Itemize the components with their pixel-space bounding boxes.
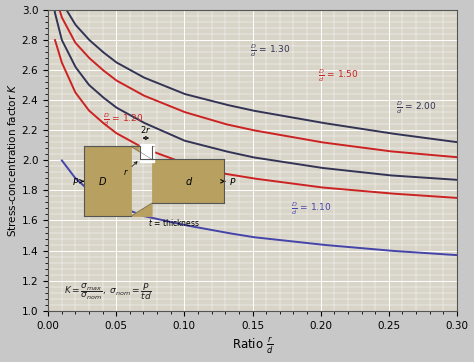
Text: $K = \dfrac{\sigma_{max}}{\sigma_{nom}},\ \sigma_{nom} = \dfrac{P}{td}$: $K = \dfrac{\sigma_{max}}{\sigma_{nom}},…: [64, 281, 152, 302]
Text: $\frac{D}{d}$ = 1.10: $\frac{D}{d}$ = 1.10: [291, 200, 331, 217]
Text: $\frac{D}{d}$ = 1.50: $\frac{D}{d}$ = 1.50: [318, 68, 359, 84]
Text: $\frac{D}{d}$ = 2.00: $\frac{D}{d}$ = 2.00: [396, 99, 436, 116]
Text: $\frac{D}{d}$ = 1.30: $\frac{D}{d}$ = 1.30: [250, 42, 291, 59]
Text: $\frac{D}{d}$ = 1.20: $\frac{D}{d}$ = 1.20: [102, 111, 143, 128]
Y-axis label: Stress-concentration factor $K$: Stress-concentration factor $K$: [6, 83, 18, 237]
X-axis label: Ratio $\frac{r}{d}$: Ratio $\frac{r}{d}$: [232, 336, 273, 357]
